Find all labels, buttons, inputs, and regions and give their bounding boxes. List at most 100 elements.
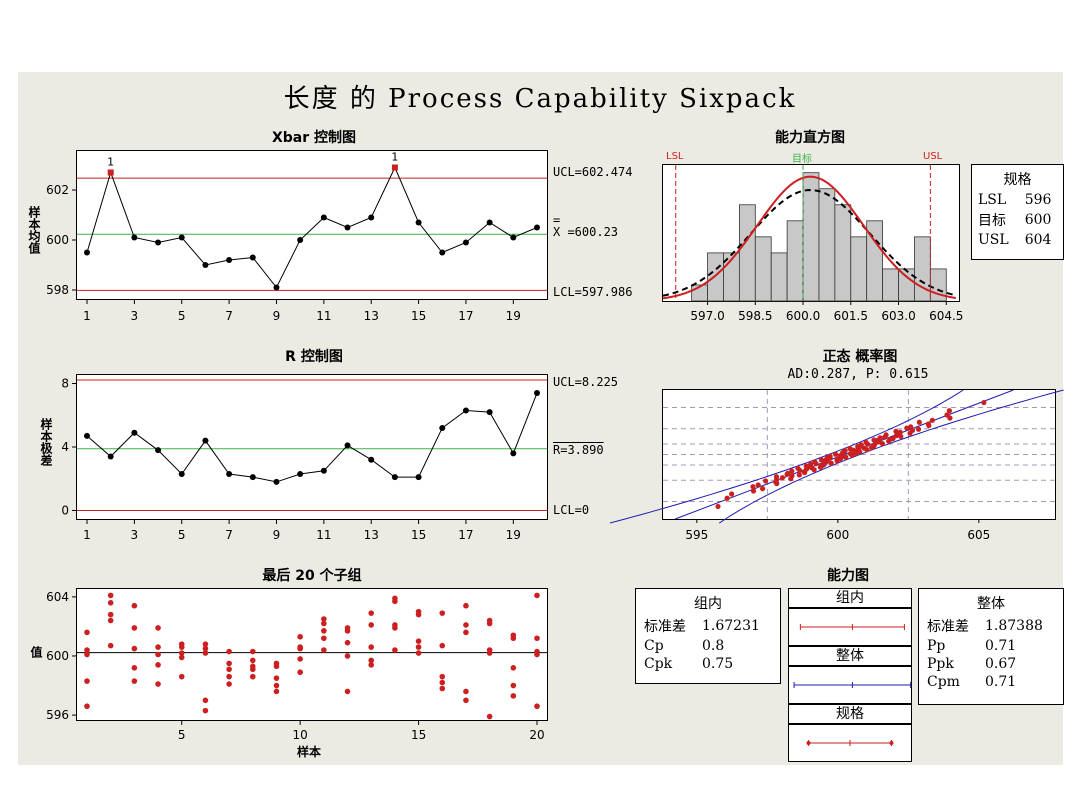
spec-limit-marker (806, 741, 811, 745)
data-point (715, 503, 721, 510)
y-tick-label: 600 (46, 649, 69, 663)
xbar-title: Xbar 控制图 (271, 130, 357, 146)
data-point (297, 669, 303, 676)
data-point (415, 219, 422, 226)
xbar-center-label: X =600.23 (553, 225, 619, 239)
data-point (107, 611, 114, 618)
data-point (463, 629, 469, 636)
y-tick-label: 4 (61, 440, 69, 454)
data-point (415, 474, 422, 481)
data-point (534, 648, 540, 655)
data-point (178, 234, 185, 241)
data-point (344, 224, 351, 231)
data-point (415, 638, 422, 644)
flag-label: 1 (107, 156, 114, 169)
x-tick-label: 13 (364, 528, 379, 542)
x-tick-label: 598.5 (738, 309, 772, 323)
data-point (368, 610, 375, 616)
x-tick-label: 1 (83, 528, 91, 542)
stat-value: 0.71 (985, 674, 1017, 690)
table-row: Cpk 0.75 (644, 655, 766, 673)
data-point (929, 417, 935, 423)
data-point (155, 681, 161, 687)
confidence-band (719, 389, 1064, 524)
data-point (750, 488, 757, 494)
data-point (368, 657, 375, 664)
data-point (107, 642, 114, 649)
data-point (249, 648, 256, 655)
data-point (463, 622, 469, 628)
data-point (273, 284, 280, 291)
data-point (321, 620, 327, 627)
flag-label: 1 (391, 151, 398, 164)
data-point (534, 703, 540, 710)
stat-value: 0.71 (985, 638, 1017, 654)
data-point (297, 633, 303, 640)
data-point (297, 237, 304, 243)
cell-within-header: 组内 (788, 588, 912, 608)
overall-table: 标准差 1.87388 Pp 0.71 Ppk 0.67 Cpm 0.71 (927, 615, 1049, 691)
x-tick-label: 7 (225, 309, 233, 323)
data-point (789, 473, 795, 479)
normal-title: 正态 概率图 (822, 349, 898, 365)
data-point (226, 648, 232, 655)
data-point (178, 650, 185, 656)
spec-value: 600 (1024, 212, 1052, 228)
data-point (486, 713, 493, 720)
last20-ylabel: 值 (29, 646, 43, 658)
x-tick-label: 9 (273, 528, 281, 542)
xbar-ylabel: 样本均值 (27, 206, 41, 254)
x-tick-label: 15 (411, 528, 426, 542)
y-tick-label: 602 (46, 183, 69, 197)
data-point (131, 234, 138, 241)
data-point (155, 447, 162, 454)
data-point (916, 419, 922, 425)
data-point (320, 467, 327, 474)
x-tick-label: 11 (316, 528, 331, 542)
last20-title: 最后 20 个子组 (262, 568, 362, 584)
data-point (462, 239, 469, 246)
hist-usl-tag: USL (923, 151, 943, 162)
data-point (84, 651, 90, 658)
data-point (202, 697, 209, 704)
y-tick-label: 8 (61, 377, 69, 391)
data-point (392, 622, 398, 628)
x-tick-label: 15 (411, 728, 426, 742)
data-point (981, 399, 987, 406)
spec-table: LSL 596 目标 600 USL 604 (978, 191, 1057, 249)
data-point (439, 424, 446, 431)
y-tick-label: 0 (61, 503, 69, 517)
rchart-ylabel: 样本极差 (39, 418, 53, 466)
table-row: 标准差 1.67231 (644, 615, 766, 637)
spec-key: 目标 (978, 213, 1006, 229)
data-point (724, 495, 730, 501)
data-point (344, 653, 351, 659)
data-point (510, 450, 517, 457)
rchart-ucl-label: UCL=8.225 (553, 375, 619, 389)
x-tick-label: 595 (685, 528, 708, 542)
data-point (226, 257, 233, 263)
data-point (750, 484, 756, 490)
main-title: 长度 的 Process Capability Sixpack (283, 84, 797, 114)
data-point (391, 474, 398, 481)
data-point (344, 442, 351, 449)
series-line (86, 392, 538, 483)
data-point (812, 459, 818, 465)
x-tick-label: 3 (131, 309, 139, 323)
data-point (84, 432, 90, 439)
data-point (439, 685, 446, 692)
data-point (858, 442, 864, 448)
rchart-frame (76, 374, 548, 520)
data-point (321, 635, 327, 642)
data-point (368, 662, 375, 668)
data-point (462, 407, 469, 414)
stat-value: 0.67 (985, 656, 1017, 672)
data-point (155, 644, 161, 650)
data-point (321, 616, 327, 622)
stat-key: 标准差 (927, 619, 969, 635)
within-box: 组内 标准差 1.67231 Cp 0.8 Cpk 0.75 (635, 588, 781, 684)
data-point (760, 486, 766, 492)
data-point (893, 428, 899, 434)
